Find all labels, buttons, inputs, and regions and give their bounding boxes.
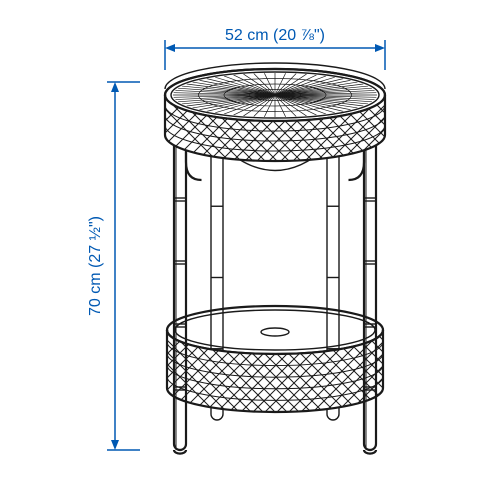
side-table-drawing bbox=[109, 63, 500, 454]
dimension-drawing: 52 cm (20 ⅞") 70 cm (27 ½") bbox=[0, 0, 500, 500]
height-dimension-label: 70 cm (27 ½") bbox=[87, 216, 104, 316]
width-dimension-label: 52 cm (20 ⅞") bbox=[225, 27, 325, 44]
